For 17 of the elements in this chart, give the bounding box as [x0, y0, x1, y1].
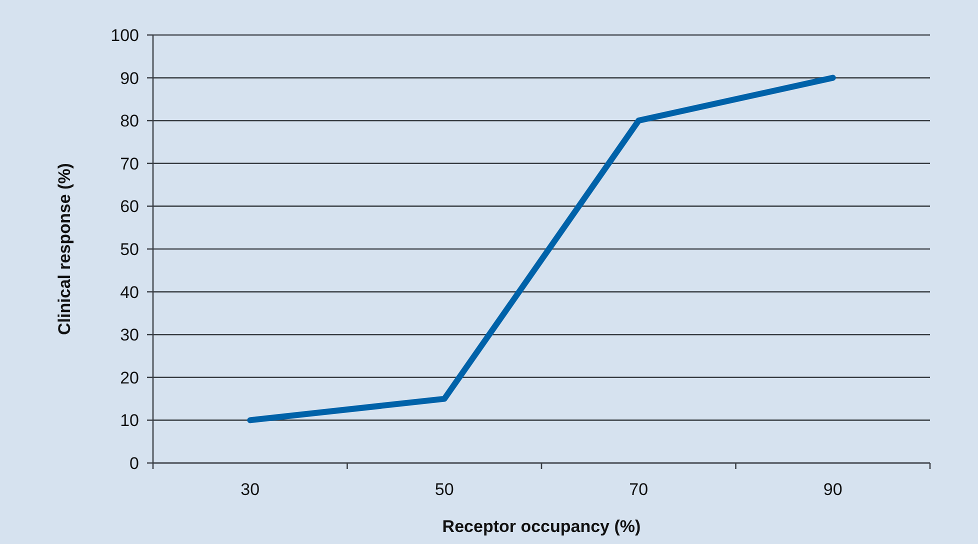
y-tick-label: 40 — [120, 282, 139, 302]
y-tick-label: 20 — [120, 368, 139, 388]
y-axis-title: Clinical response (%) — [55, 163, 74, 335]
y-tick-label: 30 — [120, 326, 139, 345]
x-tick-label: 90 — [823, 480, 842, 499]
y-tick-label: 70 — [120, 154, 139, 174]
y-tick-label: 80 — [120, 112, 139, 131]
x-axis-title: Receptor occupancy (%) — [442, 517, 641, 536]
y-tick-label: 60 — [120, 197, 139, 216]
y-tick-label: 10 — [120, 411, 139, 430]
y-tick-label: 90 — [120, 68, 139, 88]
y-tick-label: 50 — [120, 240, 139, 259]
x-tick-label: 30 — [240, 480, 260, 499]
x-tick-label: 50 — [434, 480, 454, 499]
y-tick-label: 0 — [130, 454, 139, 473]
y-tick-label: 100 — [110, 26, 139, 45]
x-tick-label: 70 — [629, 480, 648, 499]
